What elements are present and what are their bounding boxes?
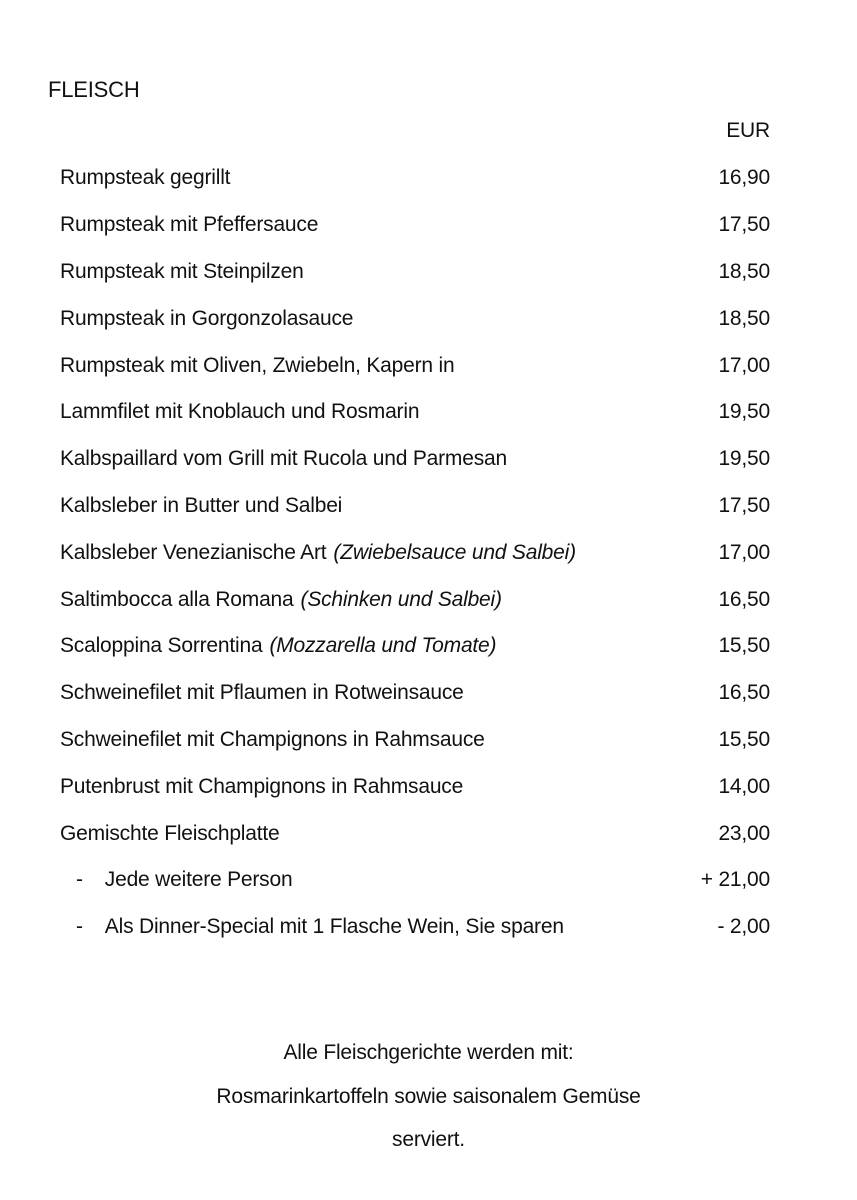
menu-item-name: Rumpsteak mit Pfeffersauce	[60, 213, 319, 237]
subitem-dash: -	[76, 915, 83, 939]
menu-item-name: Rumpsteak mit Steinpilzen	[60, 259, 304, 283]
menu-item-name-wrap: Rumpsteak mit Pfeffersauce	[60, 213, 318, 237]
menu-item-price: 17,00	[718, 540, 770, 564]
menu-item-price: 18,50	[718, 306, 770, 330]
menu-item-row: Rumpsteak mit Pfeffersauce 17,50	[60, 202, 770, 249]
menu-item-price: 17,00	[718, 353, 770, 377]
menu-item-name-wrap: Rumpsteak in Gorgonzolasauce	[60, 307, 353, 331]
menu-item-note: (Schinken und Salbei)	[300, 587, 502, 611]
menu-item-name: Kalbsleber in Butter und Salbei	[60, 493, 343, 517]
menu-item-name-wrap: Rumpsteak mit Steinpilzen	[60, 260, 304, 284]
footer-line-1: Alle Fleischgerichte werden mit:	[283, 1041, 574, 1064]
menu-item-name: Kalbspaillard vom Grill mit Rucola und P…	[60, 447, 507, 471]
menu-item-row: Saltimbocca alla Romana (Schinken und Sal…	[60, 576, 770, 623]
menu-item-name: Rumpsteak in Gorgonzolasauce	[60, 306, 354, 330]
menu-item-name: Rumpsteak gegrillt	[60, 166, 231, 190]
menu-item-note: (Mozzarella und Tomate)	[269, 634, 497, 658]
menu-footer: Alle Fleischgerichte werden mit: Rosmari…	[0, 1031, 857, 1162]
menu-item-row: Rumpsteak in Gorgonzolasauce 18,50	[60, 295, 770, 342]
menu-item-price: 14,00	[718, 774, 770, 798]
menu-item-row: Rumpsteak gegrillt 16,90	[60, 155, 770, 202]
footer-line-2: Rosmarinkartoffeln sowie saisonalem Gemü…	[216, 1084, 641, 1108]
menu-item-row: Kalbsleber in Butter und Salbei 17,50	[60, 483, 770, 530]
menu-item-name: Scaloppina Sorrentina	[60, 634, 263, 658]
menu-item-row: Rumpsteak mit Oliven, Zwiebeln, Kapern i…	[60, 342, 770, 389]
menu-item-row: Kalbspaillard vom Grill mit Rucola und P…	[60, 436, 770, 483]
menu-item-price: - 2,00	[717, 915, 771, 939]
menu-item-name-wrap: Gemischte Fleischplatte	[60, 822, 280, 846]
menu-item-price: 17,50	[718, 213, 770, 237]
menu-subitem-name-wrap: - Als Dinner-Special mit 1 Flasche Wein, …	[60, 915, 564, 939]
menu-item-row: Kalbsleber Venezianische Art (Zwiebelsauc…	[60, 529, 770, 576]
menu-item-price: 19,50	[718, 400, 770, 424]
menu-item-row: Rumpsteak mit Steinpilzen 18,50	[60, 249, 770, 296]
menu-item-price: 23,00	[718, 821, 770, 845]
menu-item-price: + 21,00	[700, 868, 770, 892]
menu-item-name-wrap: Scaloppina Sorrentina (Mozzarella und Tom…	[60, 634, 497, 658]
menu-subitem-row: - Als Dinner-Special mit 1 Flasche Wein, …	[60, 904, 770, 951]
menu-item-row: Lammfilet mit Knoblauch und Rosmarin 19,…	[60, 389, 770, 436]
section-title: FLEISCH	[48, 77, 140, 102]
menu-item-name: Gemischte Fleischplatte	[60, 821, 280, 845]
menu-item-price: 18,50	[718, 259, 770, 283]
menu-item-row: Schweinefilet mit Champignons in Rahmsau…	[60, 717, 770, 764]
menu-item-name-wrap: Lammfilet mit Knoblauch und Rosmarin	[60, 400, 419, 424]
menu-item-name: Lammfilet mit Knoblauch und Rosmarin	[60, 400, 420, 424]
menu-item-name: Schweinefilet mit Pflaumen in Rotweinsau…	[60, 681, 464, 705]
menu-item-price: 16,90	[718, 166, 770, 190]
footer-line-3: serviert.	[392, 1128, 465, 1151]
menu-item-name-wrap: Schweinefilet mit Champignons in Rahmsau…	[60, 728, 485, 752]
menu-item-name: Kalbsleber Venezianische Art	[60, 540, 327, 564]
menu-item-price: 16,50	[718, 587, 770, 611]
menu-list: Rumpsteak gegrillt 16,90 Rumpsteak mit P…	[60, 155, 770, 951]
menu-item-name: Schweinefilet mit Champignons in Rahmsau…	[60, 727, 485, 751]
menu-item-price: 16,50	[718, 681, 770, 705]
menu-item-name-wrap: Rumpsteak mit Oliven, Zwiebeln, Kapern i…	[60, 353, 455, 378]
menu-item-name-wrap: Kalbsleber in Butter und Salbei	[60, 494, 342, 518]
menu-item-name-wrap: Kalbsleber Venezianische Art (Zwiebelsauc…	[60, 541, 576, 565]
menu-item-price: 17,50	[718, 493, 770, 517]
menu-item-name-wrap: Saltimbocca alla Romana (Schinken und Sal…	[60, 588, 502, 612]
subitem-dash: -	[76, 868, 83, 892]
menu-item-name-wrap: Rumpsteak gegrillt	[60, 166, 231, 190]
menu-item-name-wrap: Kalbspaillard vom Grill mit Rucola und P…	[60, 447, 507, 471]
menu-item-row: Gemischte Fleischplatte 23,00	[60, 810, 770, 857]
menu-item-row: Putenbrust mit Champignons in Rahmsauce …	[60, 763, 770, 810]
menu-item-name: Rumpsteak mit Oliven, Zwiebeln, Kapern i…	[60, 353, 455, 377]
menu-subitem-row: - Jede weitere Person + 21,00	[60, 857, 770, 904]
menu-item-name-wrap: Schweinefilet mit Pflaumen in Rotweinsau…	[60, 681, 464, 705]
menu-item-name: Putenbrust mit Champignons in Rahmsauce	[60, 774, 464, 798]
menu-item-name-wrap: Putenbrust mit Champignons in Rahmsauce	[60, 775, 463, 799]
menu-subitem-name-wrap: - Jede weitere Person	[60, 868, 293, 892]
menu-item-name: Jede weitere Person	[104, 868, 293, 892]
menu-item-name: Als Dinner-Special mit 1 Flasche Wein, S…	[104, 915, 564, 939]
menu-item-name: Saltimbocca alla Romana	[60, 587, 294, 611]
menu-item-price: 15,50	[718, 727, 770, 751]
menu-item-row: Schweinefilet mit Pflaumen in Rotweinsau…	[60, 670, 770, 717]
menu-item-note: (Zwiebelsauce und Salbei)	[333, 540, 576, 564]
menu-item-price: 15,50	[718, 634, 770, 658]
menu-item-price: 19,50	[718, 447, 770, 471]
menu-item-row: Scaloppina Sorrentina (Mozzarella und Tom…	[60, 623, 770, 670]
currency-header: EUR	[726, 119, 770, 142]
